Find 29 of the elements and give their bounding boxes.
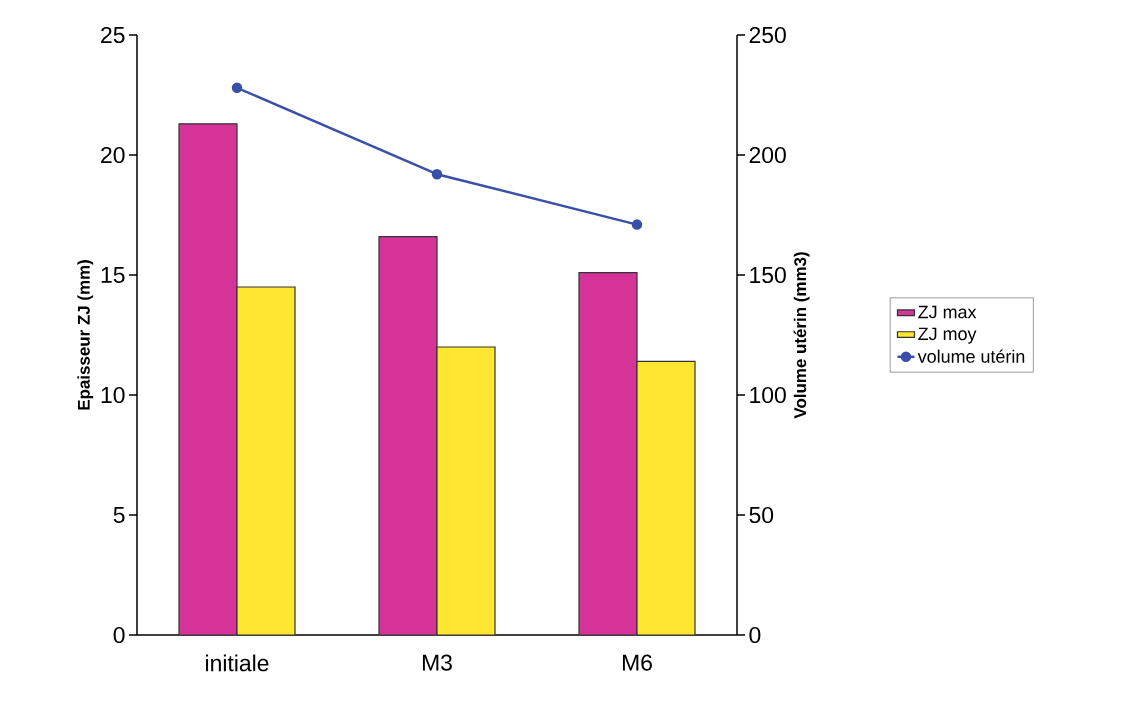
y2-tick-label: 150: [750, 266, 786, 284]
y-tick-label: 0: [113, 626, 125, 644]
legend-label: volume utérin: [917, 349, 1025, 363]
point: [631, 219, 643, 230]
y2-tick-label: 0: [749, 626, 761, 644]
point: [231, 82, 243, 94]
y2-tick-label: 200: [749, 146, 786, 164]
y2-tick-label: 100: [750, 386, 786, 404]
y-tick-label: 15: [101, 267, 125, 283]
bar: [378, 235, 438, 635]
y-axis-title: Epaisseur ZJ (mm): [77, 260, 94, 410]
y2-axis-title: Volume utérin (mm3): [793, 252, 810, 419]
point: [431, 168, 443, 180]
x-tick-label: initiale: [206, 654, 269, 672]
bar: [236, 286, 296, 635]
y-tick-label: 5: [113, 507, 125, 523]
bar: [636, 360, 696, 635]
y-tick-label: 25: [101, 26, 125, 44]
legend-label: ZJ moy: [918, 327, 977, 344]
y-tick-label: 10: [101, 386, 125, 404]
x-tick-label: M6: [622, 654, 652, 671]
x-tick-label: M3: [422, 654, 452, 671]
bar: [436, 346, 496, 635]
y2-tick-label: 50: [749, 506, 774, 524]
legend-label: ZJ max: [918, 305, 977, 319]
bar: [178, 123, 238, 635]
y-tick-label: 20: [101, 146, 125, 164]
y2-tick-label: 250: [749, 26, 786, 44]
bar: [578, 272, 638, 635]
